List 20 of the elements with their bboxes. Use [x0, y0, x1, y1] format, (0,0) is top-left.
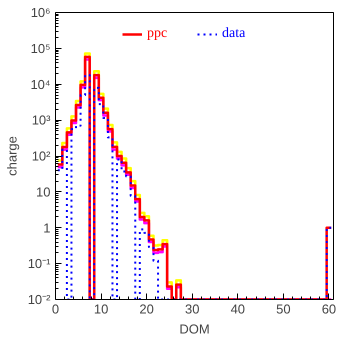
legend-label: ppc — [147, 26, 168, 42]
y-axis-title: charge — [4, 136, 20, 176]
y-tick-label: 1 — [43, 220, 51, 236]
x-tick-label: 40 — [230, 302, 246, 316]
x-tick-label: 30 — [184, 302, 200, 316]
x-tick-label: 50 — [276, 302, 291, 316]
x-tick-label: 60 — [322, 302, 336, 316]
x-tick-label: 0 — [52, 302, 60, 316]
y-tick-label: 10⁻¹ — [28, 256, 52, 272]
legend-label: data — [222, 26, 246, 42]
y-tick-label: 10³ — [32, 112, 52, 128]
y-tick-label: 10⁶ — [30, 5, 50, 20]
y-tick-label: 10⁴ — [30, 76, 50, 92]
y-tick-label: 10⁵ — [30, 40, 51, 56]
x-tick-label: 10 — [94, 302, 108, 316]
y-tick-label: 10 — [36, 184, 51, 200]
x-axis-title: DOM — [179, 322, 210, 336]
y-tick-label: 10² — [32, 148, 52, 164]
y-tick-label: 10⁻² — [28, 292, 52, 307]
x-tick-label: 20 — [139, 302, 154, 316]
